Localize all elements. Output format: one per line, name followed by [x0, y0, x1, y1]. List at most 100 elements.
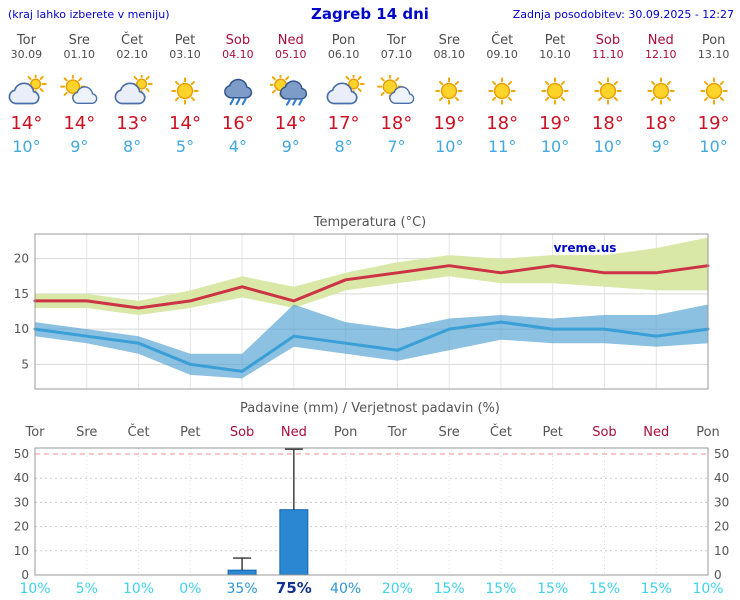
- day-date: 02.10: [116, 48, 148, 61]
- day-column-11.10[interactable]: Sob 11.10 18° 10°: [581, 28, 634, 212]
- day-date: 04.10: [222, 48, 254, 61]
- day-date: 05.10: [274, 48, 307, 61]
- day-name: Pet: [544, 33, 566, 48]
- day-temp-min: 10°: [435, 137, 464, 156]
- day-date: 09.10: [486, 48, 518, 61]
- tmin-uncertainty-band: [35, 304, 708, 379]
- day-column-10.10[interactable]: Pet 10.10 19° 10°: [529, 28, 582, 212]
- sun-icon: [541, 77, 569, 105]
- precip-ytick-left: 30: [14, 495, 29, 509]
- day-column-13.10[interactable]: Pon 13.10 19° 10°: [687, 28, 740, 212]
- temp-ytick: 10: [14, 322, 29, 336]
- precip-bar: [227, 569, 257, 576]
- precip-chart-title: Padavine (mm) / Verjetnost padavin (%): [240, 401, 500, 416]
- tmin-line: [33, 320, 710, 373]
- precip-ytick-right: 20: [714, 520, 729, 534]
- precip-ytick-right: 50: [714, 447, 729, 461]
- watermark: vreme.us: [554, 241, 617, 255]
- precip-probability: 15%: [434, 581, 465, 597]
- cloud-sun-icon: [326, 75, 365, 105]
- sun-icon: [171, 77, 199, 105]
- precip-day-label: Sre: [76, 425, 97, 440]
- day-name: Čet: [491, 33, 514, 48]
- day-temp-min: 10°: [540, 137, 570, 156]
- day-column-09.10[interactable]: Čet 09.10 18° 11°: [476, 28, 529, 212]
- precip-probability: 40%: [330, 581, 361, 597]
- day-temp-max: 14°: [63, 113, 96, 134]
- day-temp-max: 19°: [539, 113, 571, 134]
- day-name: Sre: [438, 33, 460, 48]
- day-temp-max: 13°: [116, 113, 149, 134]
- precip-probability: 10%: [123, 581, 154, 597]
- precip-day-label: Sob: [230, 425, 254, 440]
- day-temp-max: 14°: [169, 113, 201, 134]
- day-name: Tor: [386, 33, 406, 48]
- sun-icon: [488, 77, 516, 105]
- sun-icon: [594, 77, 622, 105]
- day-name: Pet: [174, 33, 196, 48]
- precip-day-label: Ned: [643, 425, 669, 440]
- precip-day-label: Ned: [281, 425, 307, 440]
- page-title: Zagreb 14 dni: [311, 5, 429, 23]
- day-column-05.10[interactable]: Ned 05.10 14° 9°: [264, 28, 317, 212]
- day-name: Čet: [121, 33, 144, 48]
- precip-day-label: Tor: [24, 425, 45, 440]
- day-name: Ned: [277, 33, 304, 48]
- day-date: 08.10: [433, 48, 466, 61]
- precip-probability: 15%: [537, 581, 568, 597]
- day-column-07.10[interactable]: Tor 07.10 18° 7°: [370, 28, 423, 212]
- precip-ytick-left: 40: [14, 471, 29, 485]
- day-column-06.10[interactable]: Pon 06.10 17° 8°: [317, 28, 370, 212]
- precip-probability: 15%: [641, 581, 672, 597]
- precip-day-label: Pon: [334, 425, 358, 440]
- precip-ytick-right: 0: [714, 568, 722, 582]
- day-temp-max: 14°: [10, 113, 43, 134]
- topbar: (kraj lahko izberete v meniju) Zagreb 14…: [0, 4, 740, 28]
- day-temp-max: 18°: [486, 113, 519, 134]
- day-name: Sob: [595, 33, 621, 48]
- day-temp-max: 19°: [433, 113, 466, 134]
- precip-day-label: Pet: [180, 425, 200, 440]
- day-column-03.10[interactable]: Pet 03.10 14° 5°: [159, 28, 212, 212]
- day-temp-max: 16°: [221, 113, 254, 134]
- day-column-04.10[interactable]: Sob 04.10 16° 4°: [211, 28, 264, 212]
- temp-ytick: 15: [14, 287, 29, 301]
- precip-probability: 35%: [227, 581, 258, 597]
- precip-probability: 0%: [179, 581, 201, 597]
- precip-ytick-left: 50: [14, 447, 29, 461]
- day-temp-min: 7°: [387, 137, 406, 156]
- day-column-12.10[interactable]: Ned 12.10 18° 9°: [634, 28, 687, 212]
- precip-probability: 5%: [76, 581, 98, 597]
- day-column-08.10[interactable]: Sre 08.10 19° 10°: [423, 28, 476, 212]
- cloud-sun-icon: [8, 75, 48, 105]
- day-date: 06.10: [327, 48, 360, 61]
- day-name: Tor: [16, 33, 36, 48]
- day-column-02.10[interactable]: Čet 02.10 13° 8°: [106, 28, 159, 212]
- precip-probability: 15%: [589, 581, 620, 597]
- day-temp-min: 9°: [281, 137, 300, 156]
- day-temp-min: 11°: [487, 137, 517, 156]
- day-temp-min: 10°: [12, 137, 41, 156]
- day-temp-max: 18°: [380, 113, 413, 134]
- day-date: 30.09: [10, 48, 43, 61]
- sun-cloud-icon: [377, 75, 415, 105]
- day-column-01.10[interactable]: Sre 01.10 14° 9°: [53, 28, 106, 212]
- day-date: 10.10: [539, 48, 571, 61]
- sun-icon: [435, 77, 463, 105]
- day-date: 01.10: [63, 48, 96, 61]
- day-temp-max: 19°: [697, 113, 730, 134]
- precip-ytick-right: 30: [714, 495, 729, 509]
- precip-ytick-right: 40: [714, 471, 729, 485]
- precip-ytick-left: 0: [21, 568, 29, 582]
- day-date: 11.10: [592, 48, 624, 61]
- day-temp-max: 18°: [644, 113, 677, 134]
- day-name: Pon: [701, 33, 726, 48]
- sun-cloud-icon: [60, 75, 98, 105]
- precipitation-chart: 0 0 10 10 20 20 30 30 40 40 50 50 Padavine (mm) / Ve…: [14, 401, 730, 597]
- sun-icon: [647, 77, 675, 105]
- day-temp-max: 18°: [591, 113, 624, 134]
- precip-probability: 20%: [382, 581, 413, 597]
- precip-day-label: Pet: [542, 425, 562, 440]
- day-column-30.09[interactable]: Tor 30.09 14° 10°: [0, 28, 53, 212]
